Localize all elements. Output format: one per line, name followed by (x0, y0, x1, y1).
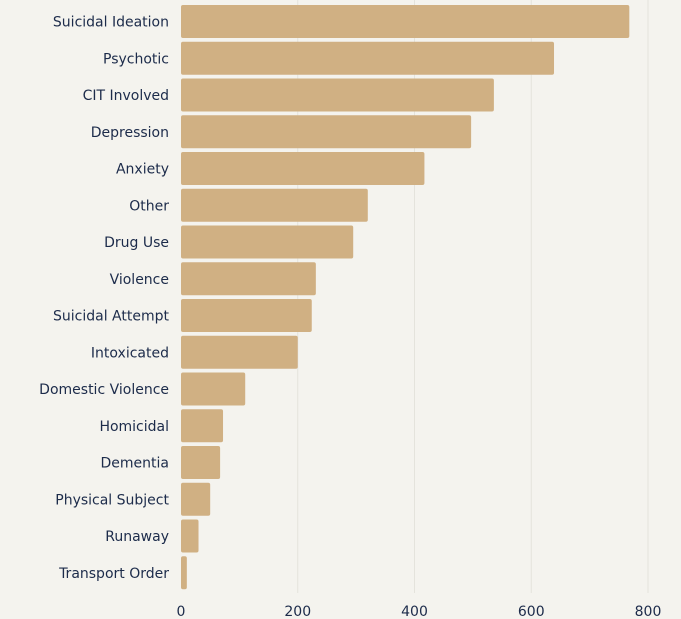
category-label-violence: Violence (110, 272, 169, 288)
category-label-cit-involved: CIT Involved (83, 88, 169, 104)
category-label-depression: Depression (91, 125, 169, 141)
bar-drug-use[interactable] (181, 225, 354, 259)
x-tick-label-0: 0 (177, 604, 186, 619)
category-label-dementia: Dementia (101, 456, 169, 472)
category-label-transport-order: Transport Order (58, 566, 169, 582)
category-label-anxiety: Anxiety (116, 162, 169, 178)
bars (181, 5, 630, 590)
x-tick-label-200: 200 (284, 604, 311, 619)
bar-suicidal-attempt[interactable] (181, 299, 312, 332)
category-label-psychotic: Psychotic (103, 51, 169, 67)
x-tick-label-400: 400 (401, 604, 428, 619)
x-tick-label-800: 800 (635, 604, 662, 619)
bar-suicidal-ideation[interactable] (181, 5, 630, 38)
bar-anxiety[interactable] (181, 152, 425, 185)
category-label-intoxicated: Intoxicated (91, 345, 169, 361)
category-label-runaway: Runaway (105, 529, 169, 545)
category-label-domestic-violence: Domestic Violence (39, 382, 169, 398)
bar-domestic-violence[interactable] (181, 372, 246, 406)
bar-depression[interactable] (181, 115, 472, 149)
category-label-homicidal: Homicidal (99, 419, 169, 435)
x-tick-label-600: 600 (518, 604, 545, 619)
x-axis-tick-labels: 0 200 400 600 800 (177, 604, 662, 619)
bar-psychotic[interactable] (181, 41, 555, 75)
category-label-physical-subject: Physical Subject (55, 492, 169, 508)
category-label-drug-use: Drug Use (104, 235, 169, 251)
bar-violence[interactable] (181, 262, 316, 296)
category-labels: Suicidal Ideation Psychotic CIT Involved De… (39, 15, 169, 582)
bar-cit-involved[interactable] (181, 78, 494, 112)
bar-runaway[interactable] (181, 519, 199, 553)
bar-homicidal[interactable] (181, 409, 224, 443)
category-label-other: Other (129, 198, 169, 214)
bar-other[interactable] (181, 188, 368, 222)
bar-transport-order[interactable] (181, 556, 187, 590)
category-label-suicidal-ideation: Suicidal Ideation (53, 15, 169, 31)
bar-dementia[interactable] (181, 446, 221, 479)
bar-intoxicated[interactable] (181, 335, 298, 369)
bar-physical-subject[interactable] (181, 482, 211, 516)
category-label-suicidal-attempt: Suicidal Attempt (53, 309, 169, 325)
